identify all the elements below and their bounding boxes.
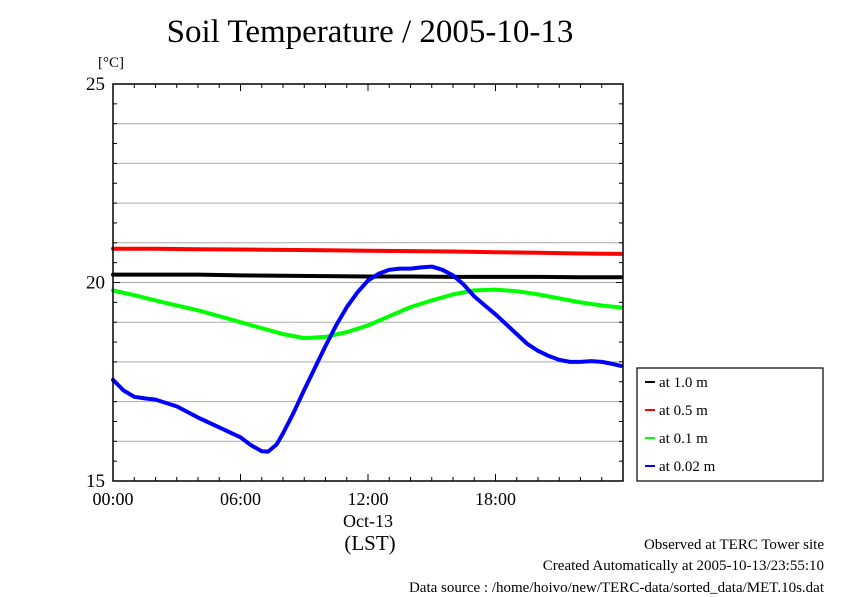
- series-line-3: [111, 287, 623, 341]
- x-tick-label: 06:00: [220, 489, 261, 509]
- footer-created: Created Automatically at 2005-10-13/23:5…: [542, 558, 824, 574]
- x-tick-label: 00:00: [92, 489, 133, 509]
- legend-label: at 1.0 m: [659, 375, 708, 391]
- plot-frame: [112, 83, 624, 482]
- y-tick-label: 25: [86, 74, 105, 95]
- series-line-1: [111, 272, 623, 280]
- footer-observed: Observed at TERC Tower site: [643, 537, 824, 553]
- footer-source: Data source : /home/hoivo/new/TERC-data/…: [408, 580, 824, 596]
- legend-label: at 0.5 m: [659, 403, 708, 419]
- legend-label: at 0.02 m: [659, 459, 716, 475]
- y-tick-label: 15: [86, 471, 105, 492]
- legend-label: at 0.1 m: [659, 431, 708, 447]
- x-tick-label: 12:00: [347, 489, 388, 509]
- y-axis-unit: [°C]: [98, 55, 124, 71]
- x-axis-label: (LST): [344, 531, 396, 555]
- date-label: Oct-13: [343, 511, 393, 531]
- chart-title: Soil Temperature / 2005-10-13: [166, 14, 574, 50]
- series-line-4: [111, 264, 623, 454]
- series-line-2: [111, 246, 623, 256]
- legend-box: [636, 367, 824, 482]
- y-tick-label: 20: [86, 273, 105, 294]
- x-tick-label: 18:00: [475, 489, 516, 509]
